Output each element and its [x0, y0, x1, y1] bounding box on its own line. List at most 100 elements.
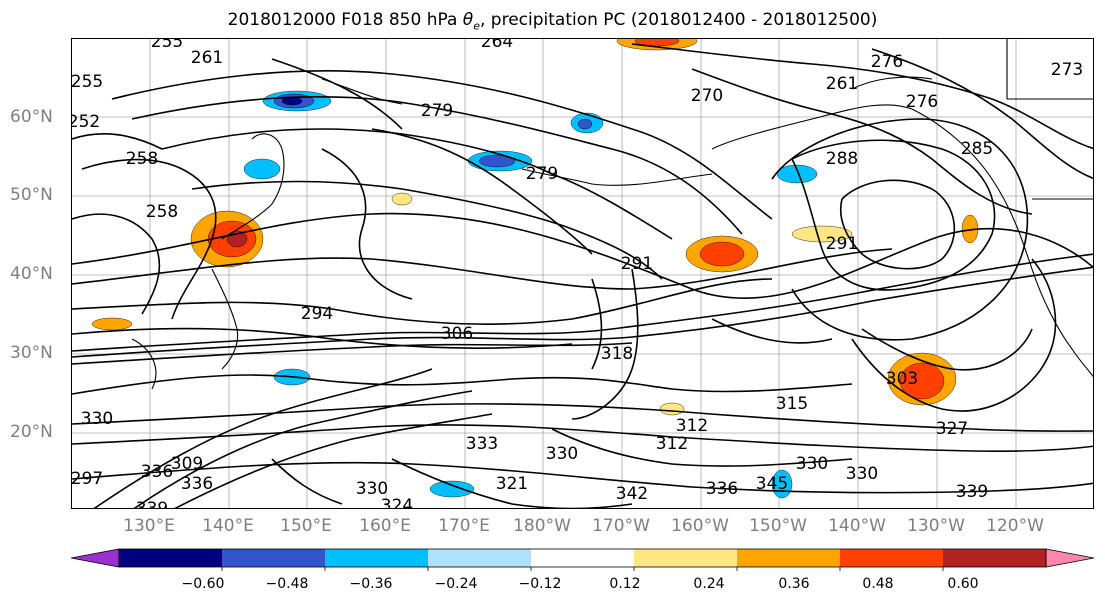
- theta-e-contour: [771, 118, 1029, 341]
- contour-label: 336: [141, 462, 173, 482]
- precip-anomaly-area: [659, 402, 685, 416]
- colorbar-tick: −0.36: [349, 576, 393, 592]
- colorbar-outline: [118, 548, 1047, 568]
- theta-e-contour: [72, 213, 161, 315]
- theta-e-contour: [191, 180, 663, 280]
- colorbar-tick: 0.12: [609, 576, 641, 592]
- lon-label-160w: 160°W: [671, 516, 729, 536]
- contour-label: 252: [72, 112, 100, 132]
- contour-label: 321: [496, 474, 528, 494]
- contour-label: 303: [886, 369, 918, 389]
- coastline: [711, 104, 913, 150]
- precip-anomaly-area: [699, 241, 745, 267]
- lat-label-40n: 40°N: [10, 264, 53, 284]
- lon-label-160e: 160°E: [359, 516, 411, 536]
- contour-label: 276: [906, 92, 938, 112]
- colorbar-tick: 0.24: [693, 576, 725, 592]
- colorbar-segment: [119, 549, 223, 567]
- theta-e-contour: [691, 68, 1033, 215]
- contour-label: 345: [756, 474, 788, 494]
- theta-e-contour: [371, 128, 593, 255]
- colorbar-segment: [325, 549, 429, 567]
- contour-label: 297: [72, 469, 103, 489]
- theta-e-contour: [131, 96, 743, 235]
- precip-anomaly-area: [577, 118, 593, 130]
- theta-e-contour: [631, 43, 1093, 150]
- contour-label: 315: [776, 394, 808, 414]
- theta-e-contour: [861, 328, 1033, 371]
- contour-label: 324: [381, 496, 413, 509]
- precip-anomaly-area: [478, 154, 516, 168]
- coastline: [321, 78, 403, 105]
- theta-e-contour: [839, 179, 956, 270]
- theta-e-contour: [72, 327, 573, 349]
- theta-e-contour: [851, 258, 1057, 412]
- theta-e-contour: [81, 158, 217, 320]
- precip-anomaly-area: [634, 39, 680, 47]
- map-panel: 255 255 264 252 261 279 270 276 273 258 261 279 276 2…: [71, 38, 1094, 509]
- theta-e-contour: [271, 458, 343, 505]
- contour-label: 291: [621, 254, 653, 274]
- contour-label: 255: [151, 39, 183, 52]
- theta-e-contour: [161, 128, 673, 240]
- contour-label: 276: [871, 52, 903, 72]
- lon-label-130e: 130°E: [123, 516, 175, 536]
- colorbar-segment: [737, 549, 841, 567]
- colorbar-tick: 0.36: [778, 576, 810, 592]
- colorbar-tick: −0.60: [181, 576, 225, 592]
- lon-label-120w: 120°W: [986, 516, 1044, 536]
- theta-e-contour: [72, 253, 1093, 352]
- contour-label: 261: [826, 74, 858, 94]
- colorbar-tick: −0.12: [518, 576, 562, 592]
- lon-label-140e: 140°E: [202, 516, 254, 536]
- contour-label: 330: [846, 464, 878, 484]
- contour-label: 270: [691, 86, 723, 106]
- lat-label-50n: 50°N: [10, 185, 53, 205]
- contour-label: 342: [616, 484, 648, 504]
- contour-label: 279: [526, 164, 558, 184]
- colorbar-segment: [531, 549, 635, 567]
- coastline: [221, 133, 285, 240]
- contour-label: 285: [961, 139, 993, 159]
- contour-label: 339: [136, 499, 168, 509]
- precip-anomaly-area: [91, 317, 133, 331]
- theta-e-contour: [72, 133, 163, 150]
- theta-e-contour: [391, 458, 633, 508]
- coastline: [851, 76, 933, 90]
- lon-label-150w: 150°W: [749, 516, 807, 536]
- contour-label: 309: [171, 454, 203, 474]
- lat-label-20n: 20°N: [10, 422, 53, 442]
- colorbar-segment: [634, 549, 738, 567]
- colorbar-extend-min: [71, 548, 120, 568]
- theta-e-contour: [551, 428, 853, 467]
- colorbar-segment: [943, 549, 1047, 567]
- coastline: [911, 108, 1093, 378]
- lon-label-150e: 150°E: [280, 516, 332, 536]
- lon-label-170w: 170°W: [592, 516, 650, 536]
- colorbar-tick: 0.48: [862, 576, 894, 592]
- contour-label: 318: [601, 344, 633, 364]
- contour-label: 339: [956, 482, 988, 502]
- contour-label: 330: [356, 479, 388, 499]
- contour-label: 333: [466, 434, 498, 454]
- contour-label: 258: [126, 149, 158, 169]
- colorbar-tick: −0.48: [265, 576, 309, 592]
- theta-e-contour: [571, 268, 639, 420]
- contour-label: 258: [146, 202, 178, 222]
- theta-e-contour: [711, 318, 833, 344]
- colorbar: [71, 548, 1094, 571]
- lon-label-140w: 140°W: [828, 516, 886, 536]
- contour-label: 312: [676, 416, 708, 436]
- contour-label: 294: [301, 304, 333, 324]
- precip-anomaly-area: [899, 362, 945, 400]
- contour-label: 273: [1051, 60, 1083, 80]
- contour-label: 261: [191, 48, 223, 68]
- coastline: [131, 338, 157, 390]
- contour-label: 306: [441, 324, 473, 344]
- theta-e-contour: [321, 148, 413, 300]
- theta-e-contour: [72, 248, 893, 290]
- lat-label-60n: 60°N: [10, 107, 53, 127]
- theta-e-contour: [133, 390, 473, 508]
- theta-e-contour: [72, 402, 1093, 432]
- colorbar-segment: [840, 549, 944, 567]
